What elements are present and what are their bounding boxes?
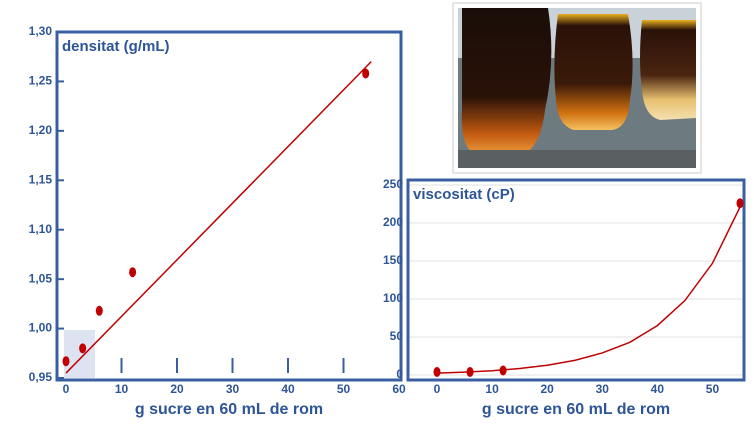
point: [433, 366, 441, 377]
x-tick-label: 20: [170, 382, 184, 396]
x-axis-label: g sucre en 60 mL de rom: [135, 401, 323, 418]
x-tick-label: 0: [434, 382, 441, 396]
x-axis-label: g sucre en 60 mL de rom: [482, 401, 670, 418]
chart-title: densitat (g/mL): [62, 38, 170, 55]
x-tick-label: 0: [63, 382, 70, 396]
chart-title: viscositat (cP): [413, 186, 515, 203]
x-tick-label: 50: [337, 382, 351, 396]
y-tick-label: 1,05: [29, 271, 53, 285]
point: [62, 356, 70, 367]
photo: [452, 2, 702, 174]
y-tick-label: 1,25: [29, 74, 53, 88]
y-tick-label: 150: [383, 253, 403, 267]
x-tick-label: 30: [226, 382, 240, 396]
y-tick-label: 1,00: [29, 321, 53, 335]
trend-line: [436, 206, 741, 374]
x-tick-label: 50: [706, 382, 720, 396]
plot-frame: [406, 178, 746, 382]
y-tick-label: 0: [396, 367, 403, 381]
y-tick-label: 250: [383, 177, 403, 191]
y-tick-label: 200: [383, 215, 403, 229]
x-tick-label: 10: [115, 382, 129, 396]
x-tick-label: 30: [596, 382, 610, 396]
plot-frame: [55, 30, 403, 382]
x-tick-label: 20: [541, 382, 555, 396]
point: [129, 267, 137, 278]
point: [466, 366, 474, 377]
y-tick-label: 50: [390, 329, 404, 343]
point: [79, 343, 87, 354]
y-tick-label: 1,30: [29, 24, 53, 38]
y-tick-label: 1,20: [29, 123, 53, 137]
point: [95, 305, 103, 316]
y-tick-label: 100: [383, 291, 403, 305]
trend-line: [65, 61, 372, 374]
point: [362, 68, 370, 79]
x-tick-label: 10: [485, 382, 499, 396]
y-tick-label: 1,10: [29, 222, 53, 236]
x-tick-label: 60: [392, 382, 406, 396]
x-tick-label: 40: [281, 382, 295, 396]
y-tick-label: 1,15: [29, 172, 53, 186]
y-tick-label: 0,95: [29, 370, 53, 384]
point: [736, 198, 744, 209]
x-tick-label: 40: [651, 382, 665, 396]
point: [499, 365, 507, 376]
